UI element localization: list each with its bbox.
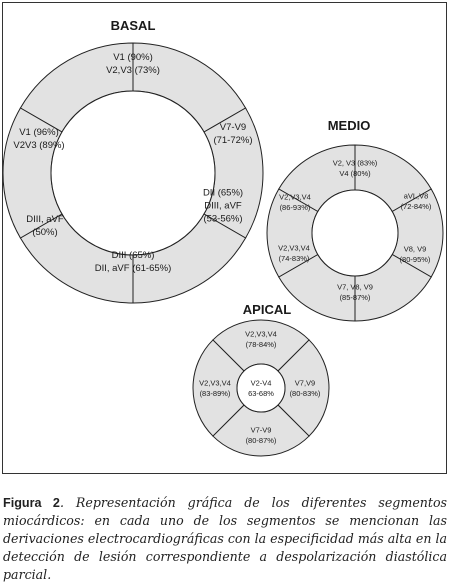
segment-label-line: (72-84%) xyxy=(401,202,432,211)
segment-label: V2,V3,V4 (74-83%) xyxy=(278,243,310,263)
segment-label: V8, V9 (80-95%) xyxy=(400,244,431,264)
segment-label: V2,V3,V4 (83-89%) xyxy=(199,378,231,398)
segment-label: V1 (96%) V2V3 (89%) xyxy=(13,127,64,151)
segment-label-line: V7-V9 xyxy=(220,122,246,133)
segment-label-line: V1 (96%) xyxy=(19,127,59,138)
center-label: V2-V4 63-68% xyxy=(248,378,274,398)
segment-label-line: V2,V3,V4 xyxy=(245,329,277,338)
segment-label: V7, V8, V9 (85-87%) xyxy=(337,282,373,302)
segment-label: DII (65%) DIII, aVF (53-56%) xyxy=(203,187,243,224)
segment-label-line: V7,V9 xyxy=(295,378,315,387)
segment-label: V7-V9 (71-72%) xyxy=(213,122,252,146)
ring-medio: V2, V3 (83%) V4 (80%) aVL,V8 (72-84%) V8, V9… xyxy=(266,118,444,322)
segment-label: V7-V9 (80-87%) xyxy=(246,425,277,445)
segment-label-line: aVL,V8 xyxy=(404,191,429,200)
ring-basal: V1 (90%) V2,V3 (73%) V7-V9 (71-72%) DII (65%… xyxy=(3,18,264,304)
segment-label-line: DII, aVF (61-65%) xyxy=(95,263,172,274)
segment-label: V1 (90%) V2,V3 (73%) xyxy=(106,52,160,76)
center-label-line: 63-68% xyxy=(248,389,274,398)
segment-label-line: V2V3 (89%) xyxy=(13,140,64,151)
segment-label-line: V2,V3,V4 xyxy=(278,243,310,252)
segment-label-line: (80-87%) xyxy=(246,436,277,445)
ring-title: APICAL xyxy=(243,302,291,317)
segment-label-line: (85-87%) xyxy=(340,293,371,302)
figure-label: Figura 2 xyxy=(3,496,60,510)
segment-label-line: V2,V3,V4 xyxy=(279,192,311,201)
segment-label-line: (83-89%) xyxy=(200,389,231,398)
segment-label-line: (80-95%) xyxy=(400,255,431,264)
ring-center-basal xyxy=(50,90,216,256)
ring-title: MEDIO xyxy=(328,118,371,133)
figure-caption: Figura 2. Representación gráfica de los … xyxy=(3,494,447,584)
segment-label: DIII, aVF (50%) xyxy=(26,214,64,238)
ring-title: BASAL xyxy=(111,18,156,33)
segment-label-line: (74-83%) xyxy=(279,254,310,263)
segment-label-line: V2,V3,V4 xyxy=(199,378,231,387)
segment-label-line: DIII, aVF xyxy=(26,214,64,225)
segment-label-line: (78-84%) xyxy=(246,340,277,349)
segment-label-line: DIII (65%) xyxy=(112,250,155,261)
segment-label-line: (50%) xyxy=(32,227,57,238)
figure-frame: V1 (90%) V2,V3 (73%) V7-V9 (71-72%) DII (65%… xyxy=(2,2,447,474)
ring-apical: V2,V3,V4 (78-84%) V7,V9 (80-83%) V7-V9 (80-87… xyxy=(192,302,330,457)
segment-label-line: V2,V3 (73%) xyxy=(106,65,160,76)
ring-center-medio xyxy=(311,189,399,277)
segment-label: V2, V3 (83%) V4 (80%) xyxy=(333,158,378,178)
segment-label: DIII (65%) DII, aVF (61-65%) xyxy=(95,250,172,274)
segment-label-line: (80-83%) xyxy=(290,389,321,398)
segment-label-line: DIII, aVF xyxy=(204,200,242,211)
segment-label-line: V7, V8, V9 xyxy=(337,282,373,291)
segment-label-line: V8, V9 xyxy=(404,244,427,253)
segment-label: aVL,V8 (72-84%) xyxy=(401,191,432,211)
segment-label-line: V7-V9 xyxy=(251,425,272,434)
segment-label-line: DII (65%) xyxy=(203,187,243,198)
segment-label: V2,V3,V4 (78-84%) xyxy=(245,329,277,349)
segment-label-line: (71-72%) xyxy=(213,135,252,146)
segment-label-line: V2, V3 (83%) xyxy=(333,158,378,167)
segment-label: V2,V3,V4 (86-93%) xyxy=(279,192,311,212)
segment-label-line: V4 (80%) xyxy=(339,169,371,178)
segment-label: V7,V9 (80-83%) xyxy=(290,378,321,398)
caption-text: . Representación gráfica de los diferent… xyxy=(3,495,447,582)
segment-label-line: (86-93%) xyxy=(280,203,311,212)
ring-center-apical xyxy=(236,363,286,413)
segment-label-line: (53-56%) xyxy=(203,213,242,224)
segment-label-line: V1 (90%) xyxy=(113,52,153,63)
bullseye-diagram: V1 (90%) V2,V3 (73%) V7-V9 (71-72%) DII (65%… xyxy=(3,18,444,457)
center-label-line: V2-V4 xyxy=(251,378,272,387)
